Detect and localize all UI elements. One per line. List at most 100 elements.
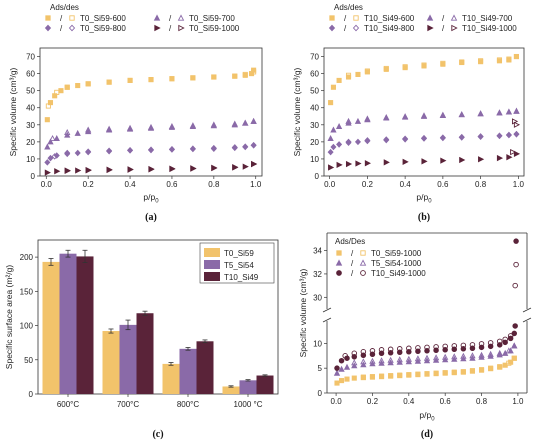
- data-point-des: [242, 71, 248, 78]
- data-point-des: [496, 109, 503, 116]
- data-point-ads: [74, 129, 81, 136]
- x-axis-label-subscript: 0: [431, 417, 435, 423]
- data-point-ads: [211, 74, 217, 80]
- legend-marker-des: [360, 270, 366, 276]
- data-point-des: [505, 131, 512, 139]
- data-point-des: [442, 343, 448, 350]
- data-point-des: [469, 368, 476, 374]
- legend-marker-ads: [427, 24, 434, 32]
- data-point-ads: [75, 167, 82, 174]
- x-tick-label: 0.0: [41, 180, 53, 189]
- data-point-des: [502, 336, 508, 343]
- data-point-des: [397, 372, 403, 378]
- data-point-des: [415, 371, 421, 377]
- data-point-ads: [364, 137, 371, 145]
- data-point-ads: [250, 142, 257, 149]
- data-point-des: [420, 134, 428, 142]
- x-tick-label: 1.0: [250, 180, 262, 189]
- data-point-des: [49, 134, 56, 142]
- y-axis-label: Specific volume (cm³/g): [298, 268, 308, 357]
- y-tick-label: 30: [313, 293, 322, 302]
- data-point-des: [85, 166, 92, 174]
- data-point-des: [106, 79, 112, 85]
- data-point-ads: [330, 126, 337, 133]
- data-point-des: [232, 73, 238, 79]
- data-point-des: [496, 349, 503, 356]
- data-point-des: [442, 353, 449, 360]
- series-T10_Si49-1000: [328, 118, 521, 171]
- y-tick-label: 30: [26, 121, 35, 130]
- x-tick-label: 0.2: [362, 180, 374, 189]
- x-tick-label: 0.2: [83, 180, 95, 189]
- data-point-ads: [334, 365, 340, 371]
- data-point-des: [477, 110, 484, 117]
- y-tick-label: 50: [24, 356, 33, 365]
- legend-marker-ads: [44, 24, 52, 32]
- plot-frame: [39, 47, 263, 177]
- series-T10_Si49-700: [327, 107, 520, 142]
- data-point-des: [487, 350, 494, 357]
- data-point-des: [506, 56, 512, 62]
- data-point-des: [506, 360, 512, 366]
- data-point-ads: [53, 134, 60, 142]
- legend-label: T5_Si54-1000: [371, 259, 422, 268]
- data-point-des: [54, 89, 60, 95]
- bar: [59, 253, 77, 394]
- y-axis-label: Specific surface area (m²/g): [4, 265, 14, 370]
- y-tick-label: 20: [310, 138, 319, 147]
- data-point-ads: [351, 375, 357, 381]
- data-point-ads: [345, 160, 353, 168]
- x-tick-label: 0.4: [403, 397, 415, 406]
- data-point-ads: [338, 365, 345, 372]
- data-point-des: [383, 113, 390, 121]
- data-point-des: [369, 374, 376, 380]
- data-point-des: [351, 350, 358, 357]
- data-point-ads: [333, 369, 341, 376]
- legend: Ads/Des / T0_Si59-1000 / T5_Si54-1000 / T10_Si…: [335, 237, 426, 278]
- data-point-des: [147, 146, 155, 153]
- x-tick-label: 700°C: [117, 400, 140, 409]
- plot-frame: [323, 47, 525, 177]
- x-axis-label-subscript: 0: [428, 199, 432, 205]
- legend-label: T10_Si49-600: [364, 14, 415, 23]
- series-T10_Si49-600: [328, 53, 520, 106]
- legend-separator: /: [60, 24, 63, 33]
- x-tick-label: 0.0: [324, 180, 336, 189]
- data-point-des: [250, 117, 257, 124]
- data-point-ads: [232, 73, 238, 79]
- data-point-ads: [383, 159, 390, 166]
- data-point-des: [478, 341, 485, 347]
- data-point-des: [451, 343, 458, 349]
- x-tick-label: 0.2: [367, 397, 379, 406]
- data-point-des: [211, 74, 217, 80]
- data-point-des: [460, 369, 466, 375]
- data-point-ads: [169, 76, 175, 82]
- data-point-des: [512, 118, 519, 125]
- y-tick-label: 0: [315, 172, 320, 181]
- data-point-des: [232, 163, 239, 171]
- data-point-des: [189, 145, 196, 152]
- legend-marker-des: [177, 14, 185, 21]
- data-point-des: [460, 342, 467, 349]
- data-point-des: [477, 133, 484, 140]
- panel-caption: (b): [418, 212, 430, 223]
- data-point-des: [401, 113, 409, 120]
- data-point-des: [148, 165, 155, 173]
- x-axis-label: p/p0: [143, 192, 159, 205]
- data-point-des: [378, 357, 385, 364]
- series-T0_Si59-700: [44, 117, 257, 150]
- data-point-des: [147, 123, 155, 130]
- data-point-ads: [351, 362, 358, 369]
- data-point-des: [513, 130, 520, 138]
- data-point-des: [231, 120, 238, 127]
- y-axis-label: Specific volume (cm³/g): [8, 67, 18, 156]
- data-point-des: [433, 370, 439, 376]
- data-point-des: [406, 345, 412, 352]
- data-point-ads: [334, 380, 340, 386]
- data-point-ads: [421, 158, 428, 165]
- data-point-des: [396, 356, 403, 363]
- legend-separator: /: [169, 24, 172, 33]
- legend-separator: /: [442, 24, 445, 33]
- data-point-ads: [513, 53, 520, 60]
